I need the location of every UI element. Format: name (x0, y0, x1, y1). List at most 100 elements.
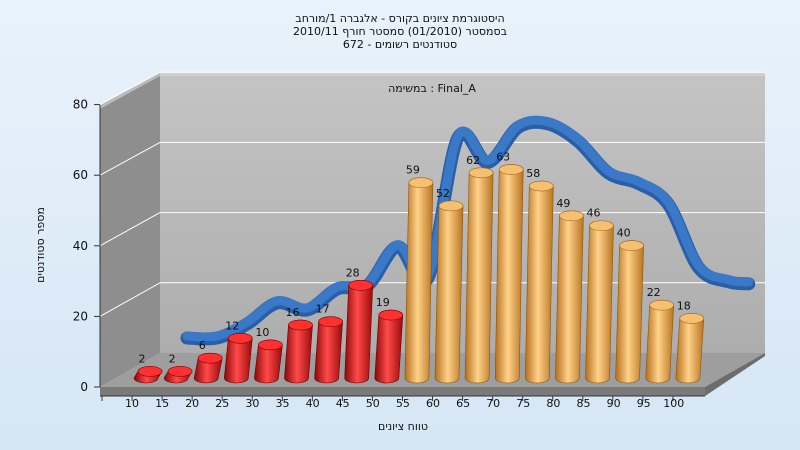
bar-body (374, 309, 404, 384)
data-label: 40 (617, 227, 631, 240)
bar-body (464, 167, 494, 384)
chart-title-line-2: בסמסטר (01/2010) סמסטר חורף 2010/11 (293, 25, 507, 38)
bar-top (679, 313, 705, 324)
x-tick-label: 60 (426, 397, 440, 410)
x-tick-label: 95 (637, 397, 651, 410)
chart-title-line-1: היסטוגרמת ציונים בקורס - אלגברה 1/מורחב (295, 12, 504, 25)
data-label: 52 (436, 187, 450, 200)
bar (524, 180, 554, 384)
bar (494, 164, 524, 384)
bar (254, 339, 283, 384)
bar-top (468, 167, 494, 179)
bar-body (344, 280, 374, 384)
bar-body (675, 313, 705, 384)
bar-top (408, 177, 434, 189)
bar-top (228, 332, 253, 344)
bar-top (528, 180, 554, 192)
gridline-side (99, 141, 161, 176)
bar-top (318, 316, 343, 328)
x-axis: 10 15 20 25 30 35 40 45 50 55 60 65 70 75 80 85 90 95 100 (100, 395, 705, 410)
data-label: 22 (647, 286, 661, 299)
x-tick-label: 80 (546, 397, 560, 410)
chart-right-edge (705, 353, 765, 396)
data-label: 17 (316, 303, 330, 316)
gridline-side (99, 282, 161, 317)
bar-body (615, 240, 644, 384)
bar (464, 167, 494, 384)
x-tick-label: 85 (577, 397, 591, 410)
x-tick-label: 10 (125, 397, 139, 410)
x-tick-label: 35 (276, 397, 290, 410)
bar-top (649, 299, 675, 311)
gridline-side (99, 212, 161, 247)
bar-body (585, 220, 614, 384)
bar-top (137, 366, 163, 377)
bar-body (434, 200, 464, 384)
bar-top (167, 366, 193, 377)
data-label: 62 (466, 154, 480, 167)
bar-top (258, 339, 283, 351)
y-tick-label: 20 (73, 309, 88, 323)
x-tick-label: 50 (366, 397, 380, 410)
x-tick-label: 20 (185, 397, 199, 410)
x-tick-label: 25 (215, 397, 229, 410)
chart-title-line-3: סטודנטים רשומים - 672 (343, 38, 457, 51)
bar-body (645, 299, 675, 384)
x-tick-label: 90 (607, 397, 621, 410)
bar-top (498, 164, 524, 175)
bar (555, 210, 584, 384)
bar-top (378, 309, 404, 321)
bar (193, 352, 223, 384)
data-label: 59 (406, 164, 420, 177)
data-label: 28 (346, 266, 360, 279)
bar-top (348, 280, 374, 291)
x-tick-label: 65 (456, 397, 470, 410)
bar-top (197, 352, 223, 364)
gridline-side (99, 71, 161, 106)
trend-band (180, 115, 756, 346)
x-tick-label: 55 (396, 397, 410, 410)
data-label: 2 (139, 352, 146, 365)
bar-body (494, 164, 524, 384)
bar-body (555, 210, 584, 384)
bar (434, 200, 464, 384)
bar (163, 366, 193, 384)
chart-floor-front (100, 387, 705, 396)
y-tick-label: 40 (73, 239, 88, 253)
bars (133, 164, 705, 384)
bar (585, 220, 614, 384)
bar (314, 316, 343, 384)
bar (374, 309, 404, 384)
bar (223, 332, 253, 384)
chart-top-edge (100, 72, 765, 109)
x-tick-label: 75 (516, 397, 530, 410)
bar-top (438, 200, 464, 212)
trend-band (182, 115, 754, 342)
data-label: 10 (255, 326, 269, 339)
data-label: 18 (677, 299, 691, 312)
y-axis: 0 20 40 60 80 (73, 98, 101, 394)
data-label: 6 (199, 339, 206, 352)
data-label: 63 (496, 150, 510, 163)
data-label: 58 (526, 167, 540, 180)
bar-body (524, 180, 554, 384)
bar (645, 299, 675, 384)
y-tick-label: 0 (80, 380, 88, 394)
x-tick-label: 45 (336, 397, 350, 410)
y-tick-label: 80 (73, 98, 88, 112)
data-label: 12 (225, 319, 239, 332)
bar-top (288, 319, 313, 331)
x-tick-label: 100 (663, 397, 684, 410)
task-annotation: במשימה : Final_A (388, 82, 476, 95)
x-axis-title: טווח ציונים (378, 420, 428, 433)
data-label: 19 (376, 296, 390, 309)
bar (344, 280, 374, 384)
data-label: 2 (169, 352, 176, 365)
bar (615, 240, 644, 384)
data-label: 46 (587, 207, 601, 220)
bar (133, 366, 163, 384)
data-label: 49 (556, 197, 570, 210)
bar-top (589, 220, 614, 232)
